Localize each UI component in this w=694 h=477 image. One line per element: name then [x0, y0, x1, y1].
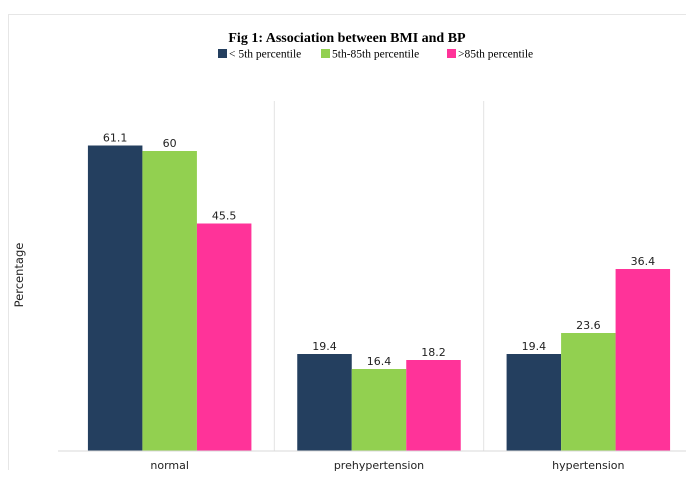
bar	[506, 354, 562, 451]
legend-label: >85th percentile	[458, 49, 533, 61]
x-tick-labels: normal prehypertension hypertension	[150, 459, 624, 472]
bar	[561, 333, 616, 451]
data-label: 61.1	[103, 132, 128, 145]
data-label: 16.4	[367, 355, 392, 368]
legend-item: 5th-85th percentile	[321, 49, 419, 61]
bars	[87, 145, 671, 451]
bar	[196, 223, 252, 451]
legend-swatch	[218, 49, 227, 58]
data-label: 18.2	[421, 346, 446, 359]
data-label: 19.4	[312, 340, 337, 353]
legend-swatch	[447, 49, 456, 58]
bar	[297, 354, 352, 451]
chart-frame	[8, 14, 686, 470]
y-axis-label: Percentage	[12, 243, 26, 308]
legend-item: >85th percentile	[447, 49, 533, 61]
legend: < 5th percentile 5th-85th percentile >85th…	[218, 49, 533, 61]
data-label: 45.5	[212, 210, 237, 223]
bar	[406, 360, 461, 451]
legend-swatch	[321, 49, 330, 58]
chart-title: Fig 1: Association between BMI and BP	[228, 31, 466, 46]
legend-label: < 5th percentile	[229, 49, 301, 61]
bar	[615, 269, 671, 451]
x-tick-label: hypertension	[552, 459, 624, 472]
bar	[351, 369, 407, 451]
data-label: 23.6	[576, 319, 601, 332]
bar	[142, 151, 197, 451]
x-tick-label: normal	[150, 459, 189, 472]
bar	[87, 145, 143, 451]
legend-item: < 5th percentile	[218, 49, 301, 61]
data-label: 19.4	[522, 340, 547, 353]
x-tick-label: prehypertension	[334, 459, 424, 472]
legend-label: 5th-85th percentile	[332, 49, 419, 61]
data-label: 60	[163, 137, 177, 150]
data-labels: 61.1 60 45.5 19.4 16.4 18.2 19.4 23.6 36.4	[103, 132, 655, 369]
category-separators	[273, 101, 485, 451]
data-label: 36.4	[631, 255, 656, 268]
